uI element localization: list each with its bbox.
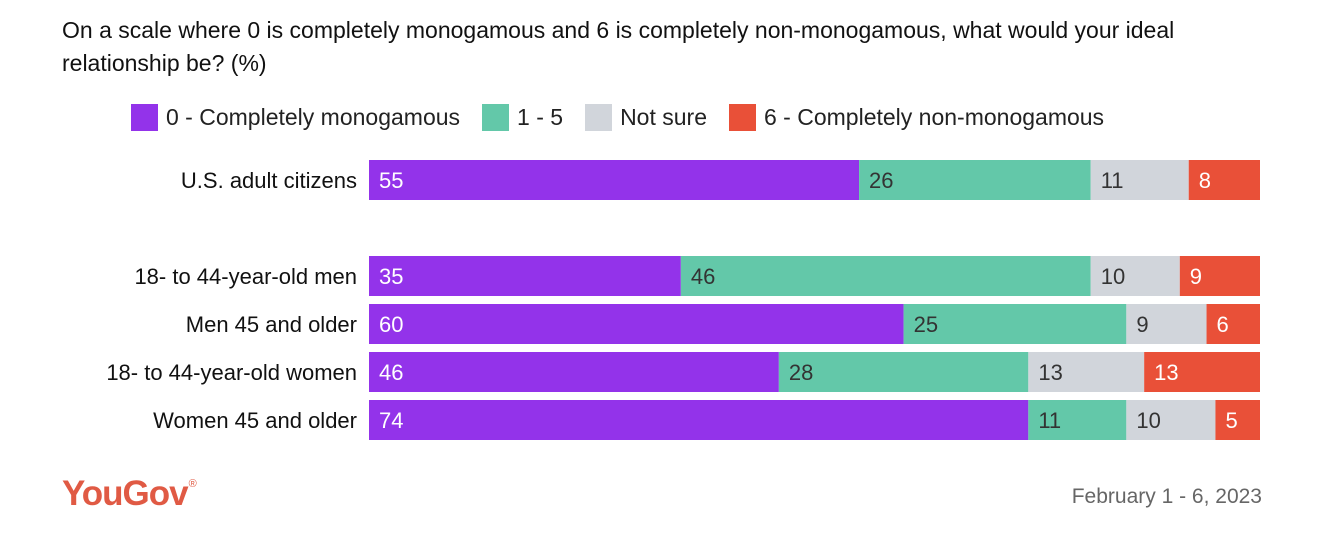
- bar-segment-2-0: [369, 304, 904, 344]
- bar-segment-1-2: [1090, 256, 1180, 296]
- bar-segment-4-0: [369, 400, 1029, 440]
- category-label-2: Men 45 and older: [186, 312, 357, 337]
- bar-value-label-2-2: 9: [1136, 312, 1148, 337]
- bar-value-label-0-3: 8: [1199, 168, 1211, 193]
- legend-label-2: Not sure: [620, 104, 707, 130]
- bar-value-label-4-1: 11: [1038, 408, 1061, 433]
- legend-swatch-2: [585, 104, 613, 131]
- bar-value-label-0-1: 26: [869, 168, 893, 193]
- category-label-1: 18- to 44-year-old men: [134, 264, 357, 289]
- bar-segment-0-3: [1188, 160, 1260, 200]
- bar-segment-3-0: [369, 352, 779, 392]
- bar-value-label-2-1: 25: [914, 312, 938, 337]
- chart-title: On a scale where 0 is completely monogam…: [62, 17, 1175, 76]
- bar-segment-1-1: [680, 256, 1091, 296]
- bar-value-label-1-2: 10: [1101, 264, 1125, 289]
- bar-value-label-4-3: 5: [1225, 408, 1237, 433]
- category-label-0: U.S. adult citizens: [181, 168, 357, 193]
- legend-label-0: 0 - Completely monogamous: [166, 104, 461, 130]
- bar-segment-0-0: [369, 160, 860, 200]
- logo-text: YouGov: [62, 474, 189, 513]
- bar-value-label-3-3: 13: [1154, 360, 1178, 385]
- bar-value-label-2-0: 60: [379, 312, 403, 337]
- category-label-3: 18- to 44-year-old women: [106, 360, 357, 385]
- bar-value-label-3-0: 46: [379, 360, 403, 385]
- category-label-4: Women 45 and older: [153, 408, 357, 433]
- bar-segment-4-1: [1028, 400, 1127, 440]
- legend-swatch-3: [729, 104, 756, 131]
- legend-item-3: 6 - Completely non-monogamous: [729, 104, 1104, 131]
- bar-segment-4-3: [1215, 400, 1260, 440]
- yougov-logo: YouGov®: [62, 474, 197, 514]
- bar-value-label-4-0: 74: [379, 408, 403, 433]
- bar-segment-3-3: [1144, 352, 1260, 392]
- legend-item-1: 1 - 5: [482, 104, 563, 131]
- bar-segment-4-2: [1126, 400, 1216, 440]
- legend-label-3: 6 - Completely non-monogamous: [764, 104, 1105, 130]
- bar-segment-0-1: [859, 160, 1091, 200]
- legend-label-1: 1 - 5: [517, 104, 564, 130]
- bar-segment-3-2: [1028, 352, 1145, 392]
- legend-swatch-0: [131, 104, 158, 131]
- bar-value-label-3-2: 13: [1038, 360, 1062, 385]
- bar-segment-1-0: [369, 256, 681, 296]
- bar-segment-3-1: [778, 352, 1029, 392]
- bar-value-label-4-2: 10: [1136, 408, 1160, 433]
- bar-value-label-1-3: 9: [1190, 264, 1202, 289]
- bar-segment-0-2: [1090, 160, 1189, 200]
- legend-swatch-1: [482, 104, 510, 131]
- bar-value-label-3-1: 28: [789, 360, 813, 385]
- bar-segment-2-3: [1206, 304, 1260, 344]
- bar-segment-1-3: [1179, 256, 1260, 296]
- bar-value-label-0-0: 55: [379, 168, 403, 193]
- bar-segment-2-2: [1126, 304, 1207, 344]
- bar-value-label-1-0: 35: [379, 264, 403, 289]
- survey-date: February 1 - 6, 2023: [1071, 485, 1262, 508]
- legend-item-0: 0 - Completely monogamous: [131, 104, 460, 131]
- bar-value-label-1-1: 46: [691, 264, 715, 289]
- bar-value-label-2-3: 6: [1217, 312, 1229, 337]
- legend-item-2: Not sure: [585, 104, 707, 131]
- registered-mark: ®: [188, 478, 197, 490]
- bar-segment-2-1: [903, 304, 1127, 344]
- legend: 0 - Completely monogamous 1 - 5 Not sure 6 …: [131, 104, 1126, 131]
- bar-value-label-0-2: 11: [1101, 168, 1124, 193]
